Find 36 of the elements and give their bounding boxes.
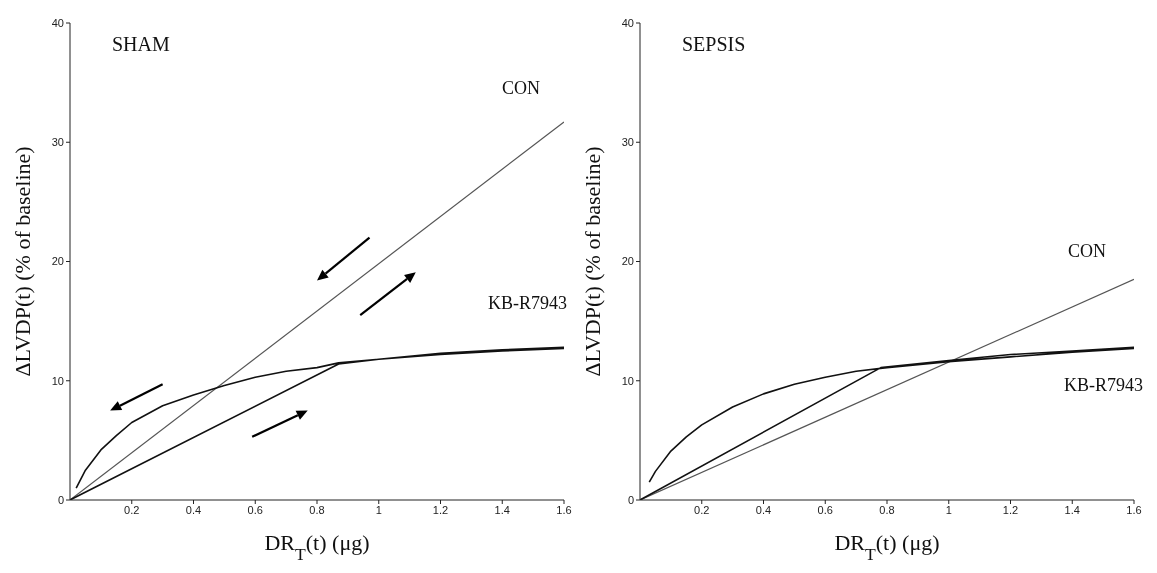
y-tick-label: 10 [621,374,634,387]
x-tick-label: 0.8 [309,503,325,516]
y-tick-label: 40 [51,16,64,29]
x-tick-label: 1.4 [1064,503,1080,516]
y-tick-label: 30 [51,136,64,149]
y-axis-title: ΔLVDP(t) (% of baseline) [580,146,605,377]
y-axis-title: ΔLVDP(t) (% of baseline) [10,146,35,377]
x-tick-label: 1.2 [432,503,449,516]
y-tick-label: 0 [57,493,64,506]
x-tick-label: 0.2 [124,503,140,516]
text: SHAM [112,33,171,55]
series-label: CON [502,77,541,98]
y-tick-label: 40 [621,16,634,29]
y-tick-label: 0 [627,493,634,506]
y-tick-label: 20 [621,255,634,268]
y-tick-label: 10 [51,374,64,387]
x-tick-label: 0.4 [755,503,772,516]
y-tick-label: 20 [51,255,64,268]
series-label: KB-R7943 [488,292,568,313]
x-tick-label: 1.2 [1002,503,1019,516]
x-tick-label: 1 [945,503,952,516]
x-tick-label: 0.8 [879,503,895,516]
x-tick-label: 0.6 [817,503,833,516]
x-tick-label: 1.4 [494,503,510,516]
series-label: KB-R7943 [1064,374,1144,395]
x-axis-title: DR$_{T}$(t) (μg) [264,530,370,564]
x-tick-label: 0.4 [185,503,202,516]
x-tick-label: 1.6 [1126,503,1142,516]
x-tick-label: 0.6 [247,503,263,516]
series-label: CON [1068,241,1107,262]
x-tick-label: 0.2 [694,503,710,516]
x-tick-label: 1.6 [556,503,572,516]
text: SEPSIS [682,33,746,55]
y-tick-label: 30 [621,136,634,149]
x-tick-label: 1 [375,503,382,516]
x-axis-title: DR$_{T}$(t) (μg) [834,530,940,564]
